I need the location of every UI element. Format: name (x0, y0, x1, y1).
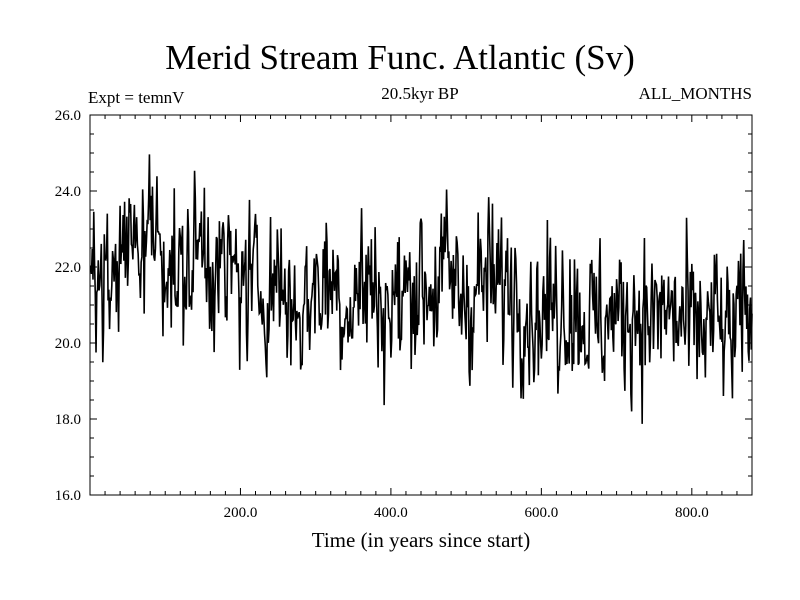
series-line-amoc (89, 154, 753, 424)
months-label: ALL_MONTHS (638, 84, 752, 103)
y-tick-label: 20.0 (55, 336, 81, 352)
y-tick-label: 26.0 (55, 108, 81, 124)
period-label: 20.5kyr BP (381, 84, 459, 103)
chart-title: Merid Stream Func. Atlantic (Sv) (165, 38, 635, 77)
x-axis-label: Time (in years since start) (311, 528, 531, 552)
x-tick-label: 400.0 (374, 505, 408, 521)
y-tick-label: 24.0 (55, 184, 81, 200)
x-tick-label: 800.0 (675, 505, 709, 521)
x-tick-label: 200.0 (224, 505, 258, 521)
y-tick-label: 18.0 (55, 412, 81, 428)
experiment-label: Expt = temnV (88, 88, 185, 107)
y-tick-label: 22.0 (55, 260, 81, 276)
x-tick-label: 600.0 (524, 505, 558, 521)
y-tick-label: 16.0 (55, 488, 81, 504)
plot-frame (89, 114, 753, 496)
